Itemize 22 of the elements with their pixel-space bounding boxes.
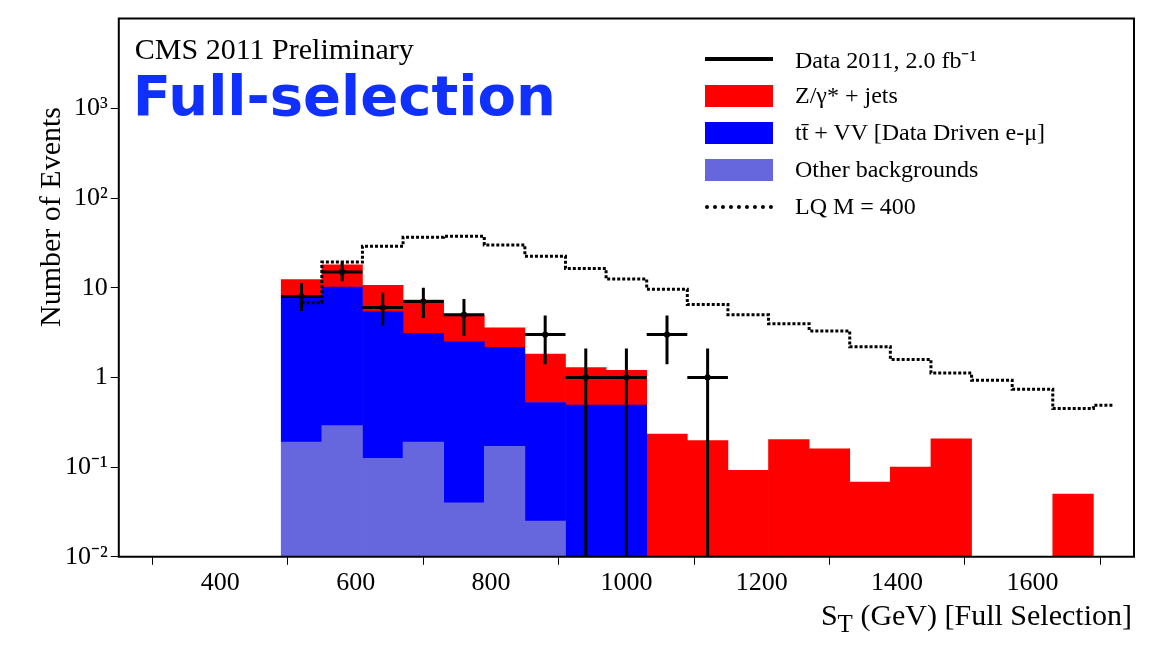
x-tick-label: 400 xyxy=(200,567,240,597)
legend-label: tt̄ + VV [Data Driven e-μ] xyxy=(795,119,1046,146)
x-tick-label: 1200 xyxy=(735,567,788,597)
legend-label: Data 2011, 2.0 fb⁻¹ xyxy=(795,46,977,75)
annotation: CMS 2011 Preliminary xyxy=(134,32,414,66)
legend-label: Other backgrounds xyxy=(795,156,979,183)
x-tick-label: 800 xyxy=(471,567,511,597)
y-axis-title: Number of Events xyxy=(33,106,67,329)
x-tick-label: 1400 xyxy=(871,567,924,597)
x-axis-title: S$_{T}$ (GeV) [Full Selection] xyxy=(820,598,1132,638)
legend-label: Z/γ* + jets xyxy=(795,82,898,109)
y-tick-label: 10² xyxy=(74,181,108,211)
bar xyxy=(1052,493,1094,557)
x-tick-label: 1600 xyxy=(1006,567,1059,597)
y-tick-label: 10 xyxy=(81,271,108,301)
x-tick-label: 600 xyxy=(336,567,376,597)
x-tick-label: 1000 xyxy=(600,567,653,597)
y-tick-label: 10⁻² xyxy=(65,540,108,570)
y-tick-label: 10⁻¹ xyxy=(65,450,108,480)
legend-label: LQ M = 400 xyxy=(795,193,916,220)
y-tick-label: 10³ xyxy=(74,92,108,122)
y-tick-label: 1 xyxy=(94,361,108,391)
